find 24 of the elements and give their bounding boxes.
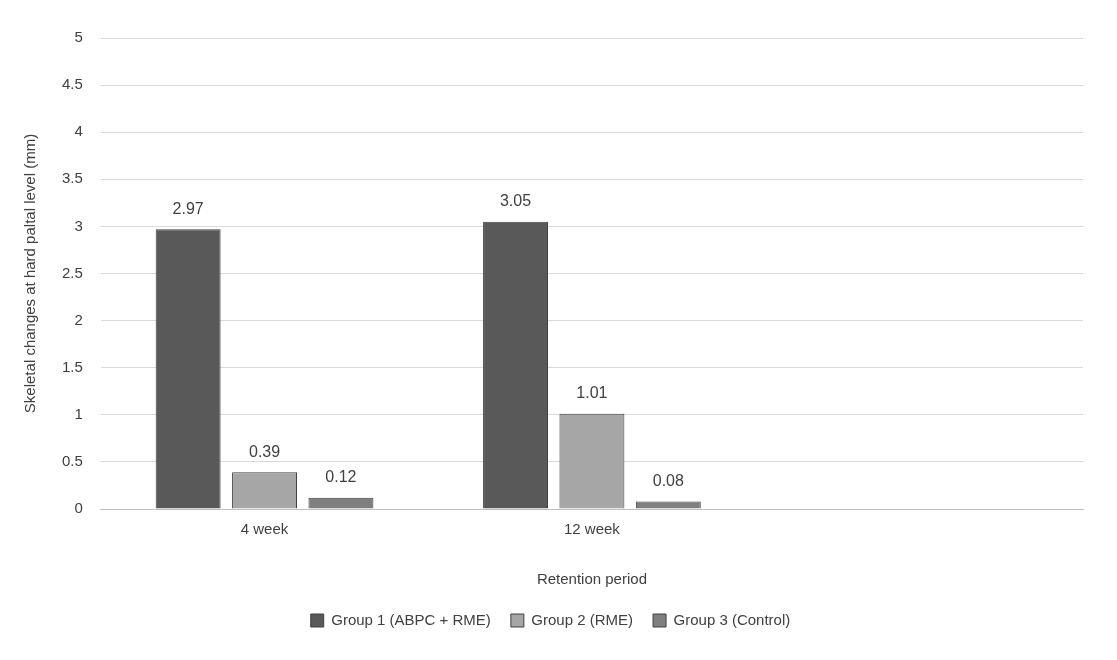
data-label: 0.12 [325, 468, 357, 486]
y-tick-label: 4.5 [61, 75, 83, 93]
legend-label: Group 1 (ABPC + RME) [331, 610, 491, 628]
y-tick-label: 2.5 [61, 263, 83, 281]
y-axis-title: Skeletal changes at hard paltal level (mm) [21, 133, 39, 414]
y-tick-label: 0.5 [61, 452, 83, 470]
x-tick-label: 4 week [240, 520, 289, 538]
y-tick-label: 2 [74, 310, 83, 328]
data-label: 3.05 [499, 192, 532, 210]
y-tick-label: 3.5 [61, 169, 83, 187]
x-tick-label: 12 week [563, 520, 621, 538]
data-label: 0.39 [248, 442, 281, 460]
data-label: 0.08 [652, 471, 684, 489]
y-tick-label: 4 [74, 122, 83, 140]
legend-label: Group 3 (Control) [673, 610, 791, 628]
data-label: 1.01 [576, 384, 608, 402]
y-tick-label: 1 [74, 404, 83, 422]
y-tick-label: 3 [74, 216, 83, 234]
data-label: 2.97 [172, 199, 204, 217]
y-tick-label: 0 [74, 499, 83, 517]
legend-label: Group 2 (RME) [531, 610, 634, 628]
y-tick-label: 1.5 [61, 357, 83, 375]
y-tick-label: 5 [74, 28, 83, 46]
x-axis-title: Retention period [536, 570, 647, 588]
